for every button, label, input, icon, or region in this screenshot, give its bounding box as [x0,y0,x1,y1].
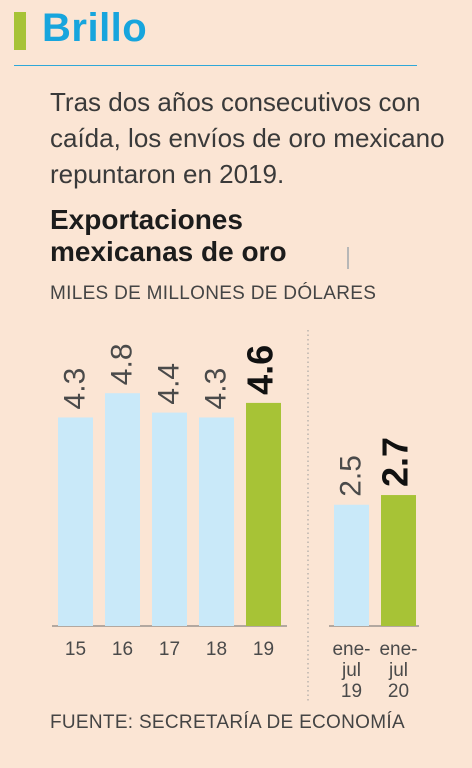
title-separator [347,247,349,269]
tick-label: 19 [253,639,274,660]
header-divider [14,65,417,66]
bar [105,393,140,626]
chart-title: Exportaciones mexicanas de oro [50,204,287,268]
tick-label: 18 [206,639,227,660]
bar [58,417,93,626]
bar [152,412,187,626]
tick-label: 20 [388,681,409,702]
tick-label: ene- [332,639,370,660]
chart-units: MILES DE MILLONES DE DÓLARES [50,283,377,304]
data-label: 4.3 [200,368,233,410]
data-label: 4.6 [240,345,281,395]
lead-text: Tras dos años consecutivos con caída, lo… [50,87,445,189]
data-label: 4.8 [106,343,139,385]
accent-bar [14,12,26,50]
bar [334,504,369,626]
tick-label: ene- [379,639,417,660]
tick-label: jul [388,660,408,681]
tick-label: 19 [341,681,362,702]
bar [199,417,234,626]
data-label: 4.4 [153,363,186,405]
chart-title-line-2: mexicanas de oro [50,236,287,267]
tick-label: jul [341,660,361,681]
bar [246,402,281,626]
data-label: 2.5 [335,455,368,497]
source-note: FUENTE: SECRETARÍA DE ECONOMÍA [50,712,405,733]
data-label: 4.3 [59,368,92,410]
tick-label: 17 [159,639,180,660]
section-title: Brillo [42,6,148,50]
chart-title-line-1: Exportaciones [50,204,243,235]
tick-label: 16 [112,639,133,660]
bar [381,495,416,626]
tick-label: 15 [65,639,86,660]
data-label: 2.7 [375,437,416,487]
